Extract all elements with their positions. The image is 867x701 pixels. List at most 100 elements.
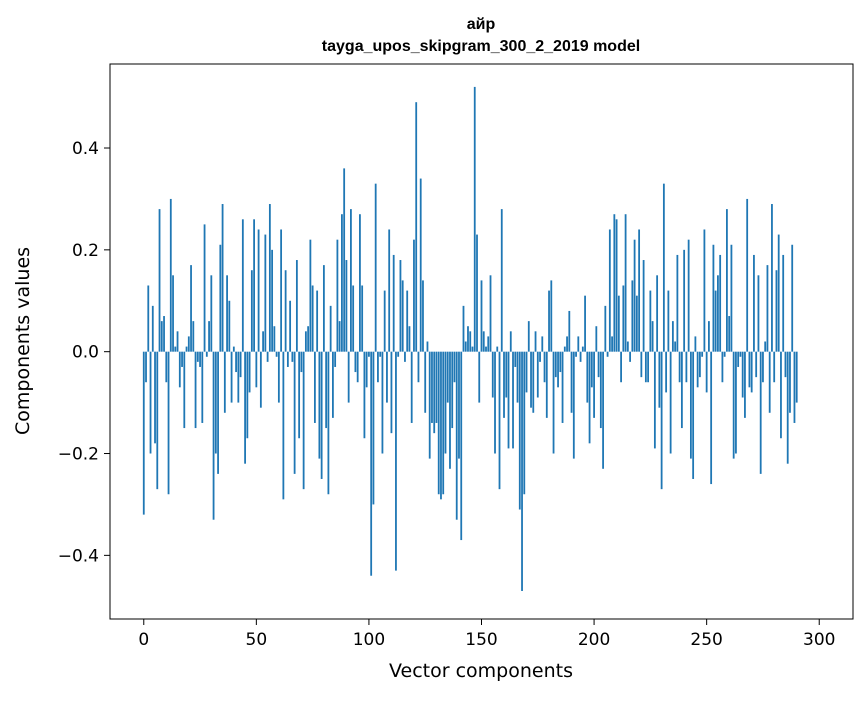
bar-105 [379, 351, 382, 357]
bar-14 [174, 346, 177, 352]
bar-267 [744, 351, 746, 418]
bar-113 [397, 351, 400, 357]
bar-184 [557, 351, 559, 388]
bar-59 [275, 351, 278, 357]
bar-277 [766, 265, 769, 352]
bar-143 [464, 341, 467, 352]
bar-285 [784, 351, 787, 378]
bar-58 [273, 326, 276, 352]
bar-29 [208, 321, 210, 352]
bar-253 [712, 244, 715, 352]
bar-160 [503, 351, 505, 418]
bar-15 [176, 331, 179, 352]
y-axis-label: Components values [12, 247, 34, 435]
bar-161 [505, 351, 508, 398]
bar-282 [777, 234, 780, 352]
bar-156 [494, 351, 496, 454]
bar-217 [631, 280, 634, 352]
bar-133 [442, 351, 445, 495]
bar-262 [732, 351, 735, 459]
bar-44 [241, 219, 244, 352]
bar-37 [226, 275, 228, 352]
bar-257 [721, 351, 724, 383]
bar-224 [647, 351, 650, 383]
bar-138 [453, 351, 456, 383]
y-tick-label-3: 0.2 [72, 241, 99, 261]
bar-127 [428, 351, 431, 459]
bar-112 [395, 351, 397, 571]
bar-77 [316, 290, 319, 352]
bar-228 [656, 275, 659, 352]
bar-109 [388, 229, 391, 352]
bar-122 [417, 351, 420, 383]
bar-252 [710, 351, 713, 485]
bar-280 [773, 351, 776, 383]
bar-144 [467, 326, 469, 352]
bar-198 [588, 351, 591, 444]
bar-96 [359, 214, 361, 352]
bar-52 [259, 351, 262, 408]
bar-104 [377, 351, 379, 383]
x-tick-label-4: 200 [578, 630, 610, 650]
bar-269 [748, 351, 751, 388]
bar-46 [246, 351, 249, 439]
bar-261 [730, 244, 733, 352]
bar-201 [595, 326, 598, 352]
bar-227 [653, 351, 656, 449]
bar-114 [399, 260, 402, 352]
bar-74 [309, 239, 312, 352]
bar-145 [469, 331, 472, 352]
bar-57 [271, 249, 274, 352]
bar-101 [370, 351, 373, 576]
x-tick-label-0: 0 [138, 630, 149, 650]
x-tick-label-3: 150 [465, 630, 497, 650]
bar-206 [606, 351, 609, 357]
bar-150 [480, 280, 483, 352]
y-tick-label-1: −0.2 [58, 445, 99, 465]
bar-211 [617, 295, 620, 352]
bar-16 [178, 351, 181, 388]
bar-134 [444, 351, 447, 454]
bar-36 [223, 351, 226, 413]
bar-82 [327, 351, 330, 495]
bar-107 [383, 290, 386, 352]
bar-275 [762, 351, 764, 383]
bar-123 [419, 178, 422, 352]
bar-41 [235, 351, 237, 373]
bar-118 [408, 326, 411, 352]
bar-207 [608, 229, 611, 352]
bar-148 [476, 234, 478, 352]
bar-270 [750, 351, 753, 393]
bar-264 [737, 351, 740, 367]
bar-234 [669, 351, 672, 454]
bar-5 [154, 351, 156, 444]
bar-167 [518, 351, 521, 510]
bar-185 [559, 351, 562, 373]
bar-209 [613, 214, 616, 352]
bar-71 [302, 351, 305, 490]
bar-54 [264, 234, 267, 352]
bar-75 [311, 285, 314, 352]
bar-183 [554, 351, 557, 378]
bar-171 [527, 321, 530, 352]
bar-259 [726, 209, 728, 352]
bar-216 [629, 351, 631, 362]
bar-159 [500, 209, 503, 352]
bar-192 [575, 351, 577, 357]
bar-128 [431, 351, 433, 423]
bar-239 [680, 351, 683, 429]
bar-142 [462, 305, 465, 352]
bar-199 [590, 351, 593, 388]
bar-10 [165, 351, 168, 383]
y-tick-label-4: 0.4 [72, 139, 99, 159]
bar-169 [523, 351, 526, 495]
bar-137 [451, 351, 454, 429]
bar-223 [644, 351, 647, 383]
bar-19 [185, 346, 188, 352]
bar-0 [142, 351, 145, 515]
bar-245 [694, 336, 697, 352]
bar-202 [597, 351, 600, 378]
bar-196 [584, 295, 586, 352]
